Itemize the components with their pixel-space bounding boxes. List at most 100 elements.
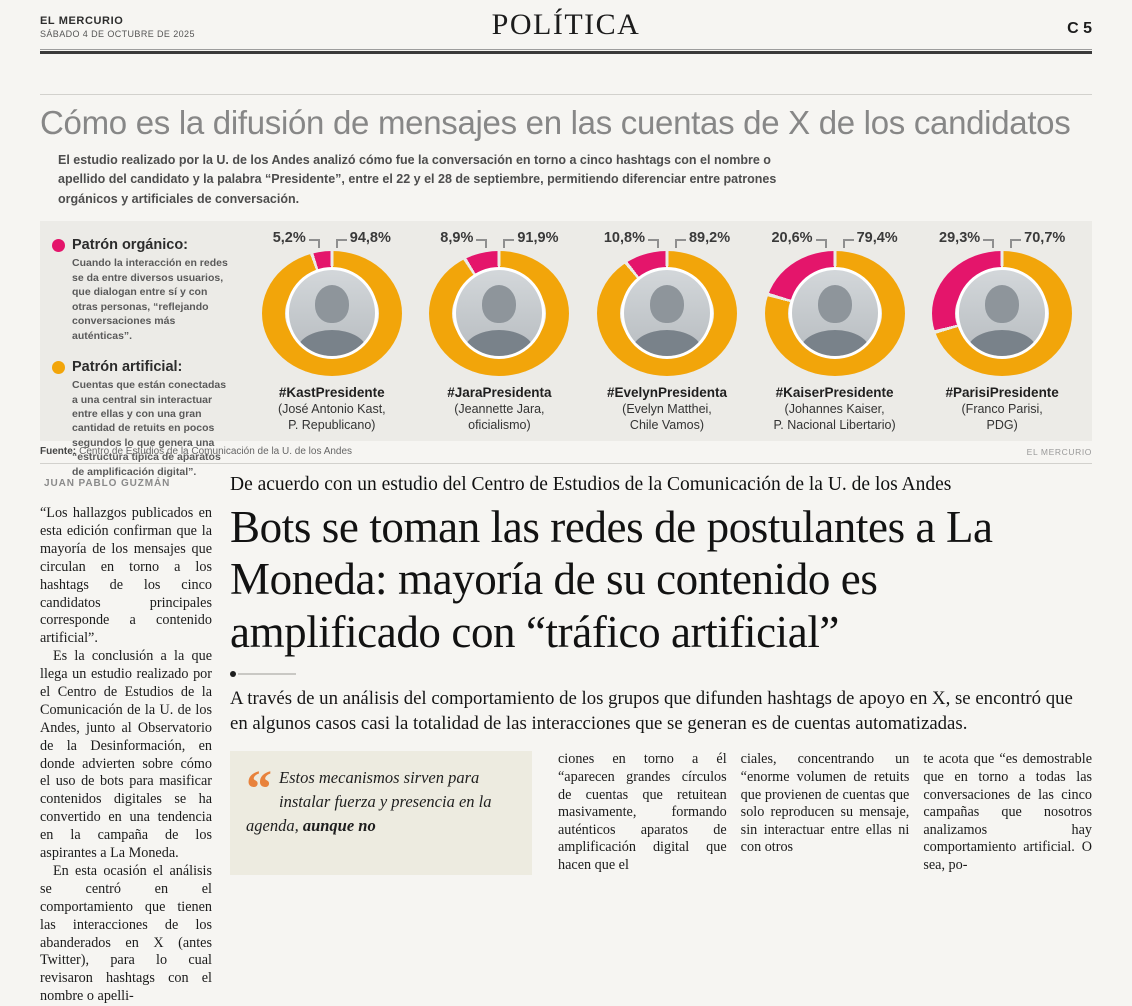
artificial-percentage: 70,7% [1024,230,1066,247]
candidate-name: (Franco Parisi, [961,402,1043,417]
pull-quote-box: “ Estos mecanismos sirven para instalar … [230,751,532,875]
photo-silhouette-head [817,285,852,324]
callout-bracket-left-icon [983,239,995,249]
callout-bracket-right-icon [503,239,515,249]
candidate-hashtag: #JaraPresidenta [447,384,552,400]
callout-bracket-right-icon [842,239,854,249]
candidate-photo [620,267,713,360]
candidate-hashtag: #EvelynPresidenta [606,384,728,400]
photo-silhouette-shoulders [464,330,535,357]
divider-line [238,672,296,675]
callout-bracket-left-icon [815,239,827,249]
body-column: te acota que “es demostrable que en torn… [923,751,1093,874]
candidate-party: PDG) [986,418,1018,433]
artificial-percentage: 94,8% [349,230,391,247]
callout-bracket-right-icon [674,239,686,249]
organic-percentage: 8,9% [440,230,474,247]
source-line: Fuente: Centro de Estudios de la Comunica… [40,446,352,457]
donut-chart [261,250,402,376]
legend-item-artificial: Patrón artificial: Cuentas que están con… [52,359,248,479]
organic-dot-icon [52,238,65,252]
body-column: ciales, concentrando un “enorme volumen … [740,751,910,856]
photo-silhouette-head [314,285,349,324]
quote-mark-icon: “ [246,761,272,819]
candidate-name: (Evelyn Matthei, [622,402,712,417]
donut-chart [932,250,1073,376]
photo-silhouette-shoulders [799,330,870,357]
headline-divider [230,670,1092,677]
artificial-percentage: 89,2% [688,230,731,247]
donut-label: #JaraPresidenta (Jeannette Jara, oficial… [447,384,551,433]
candidate-party: P. Republicano) [288,418,376,433]
byline: JUAN PABLO GUZMÁN [44,478,171,490]
infographic-title: Cómo es la difusión de mensajes en las c… [40,104,1071,141]
pull-quote-text: Estos mecanismos sirven para instalar fu… [246,768,492,835]
organic-percentage: 5,2% [272,230,306,247]
donut-callout: 20,6% 79,4% [771,230,898,250]
artificial-percentage: 79,4% [856,230,898,247]
photo-silhouette-shoulders [967,330,1038,357]
callout-bracket-left-icon [308,239,320,249]
candidate-hashtag: #ParisiPresidente [945,384,1059,400]
organic-percentage: 29,3% [939,230,981,247]
pull-quote-bold: aunque no [302,816,376,836]
photo-silhouette-shoulders [296,330,367,357]
legend-description: Cuentas que están conectadas a una centr… [72,379,227,478]
divider-dot-icon [230,670,236,677]
donut-chart [764,250,905,376]
photo-silhouette-head [482,285,517,324]
candidate-hashtag: #KastPresidente [278,384,385,400]
section-title: POLÍTICA [491,8,641,41]
headline: Bots se toman las redes de postulantes a… [230,502,993,657]
masthead: EL MERCURIO SÁBADO 4 DE OCTUBRE DE 2025 … [40,0,1092,42]
source-text: Centro de Estudios de la Comunicación de… [79,446,353,458]
candidate-donut: 10,8% 89,2% #EvelynPresidenta (Evelyn Ma… [583,230,751,433]
infographic-top-rule [40,94,1092,95]
deck: A través de un análisis del comportamien… [230,687,1073,735]
donut-chart [596,250,737,376]
candidate-photo [788,267,881,360]
candidate-party: oficialismo) [468,418,531,433]
callout-bracket-left-icon [647,239,659,249]
donut-callout: 29,3% 70,7% [939,230,1066,250]
candidate-donut: 20,6% 79,4% #KaiserPresidente (Johannes … [751,230,919,433]
candidate-donut: 29,3% 70,7% #ParisiPresidente (Franco Pa… [918,230,1086,433]
candidate-party: P. Nacional Libertario) [773,418,896,433]
bottom-section: “ Estos mecanismos sirven para instalar … [230,751,1093,875]
infographic-panel: Patrón orgánico: Cuando la interacción e… [40,221,1092,478]
candidate-donut: 8,9% 91,9% #JaraPresidenta (Jeannette Ja… [416,230,584,433]
left-column-paragraph: “Los hallazgos publicados en esta edició… [40,505,212,647]
chart-legend: Patrón orgánico: Cuando la interacción e… [52,231,248,478]
donut-hole [452,267,547,360]
callout-bracket-left-icon [476,239,488,249]
edition-date: SÁBADO 4 DE OCTUBRE DE 2025 [40,28,195,39]
left-column: JUAN PABLO GUZMÁN “Los hallazgos publica… [40,472,212,1006]
paper-name: EL MERCURIO [40,15,124,27]
donut-label: #KaiserPresidente (Johannes Kaiser, P. N… [774,384,896,433]
candidate-donut: 5,2% 94,8% #KastPresidente (José Antonio… [248,230,416,433]
donut-hole [619,267,714,360]
donut-hole [284,267,379,360]
donut-charts-row: 5,2% 94,8% #KastPresidente (José Antonio… [248,230,1086,433]
legend-item-organic: Patrón orgánico: Cuando la interacción e… [52,237,248,343]
page-number: C 5 [1067,20,1092,37]
donut-callout: 8,9% 91,9% [440,230,558,250]
candidate-name: (Jeannette Jara, [454,402,545,417]
left-column-paragraph: En esta ocasión el análisis se centró en… [40,862,212,1005]
callout-bracket-right-icon [1010,239,1022,249]
donut-hole [787,267,882,360]
candidate-name: (Johannes Kaiser, [784,402,885,417]
donut-label: #EvelynPresidenta (Evelyn Matthei, Chile… [607,384,727,433]
donut-label: #ParisiPresidente (Franco Parisi, PDG) [946,384,1059,433]
photo-silhouette-shoulders [631,330,702,357]
masthead-rule-thick [40,51,1092,54]
candidate-name: (José Antonio Kast, [277,402,386,417]
organic-percentage: 10,8% [603,230,645,247]
source-row: Fuente: Centro de Estudios de la Comunica… [40,441,1092,465]
main-column: De acuerdo con un estudio del Centro de … [230,472,1092,1006]
donut-callout: 10,8% 89,2% [603,230,731,250]
donut-chart [429,250,570,376]
body-column: ciones en torno a él “aparecen grandes c… [558,751,727,874]
kicker: De acuerdo con un estudio del Centro de … [230,474,952,496]
